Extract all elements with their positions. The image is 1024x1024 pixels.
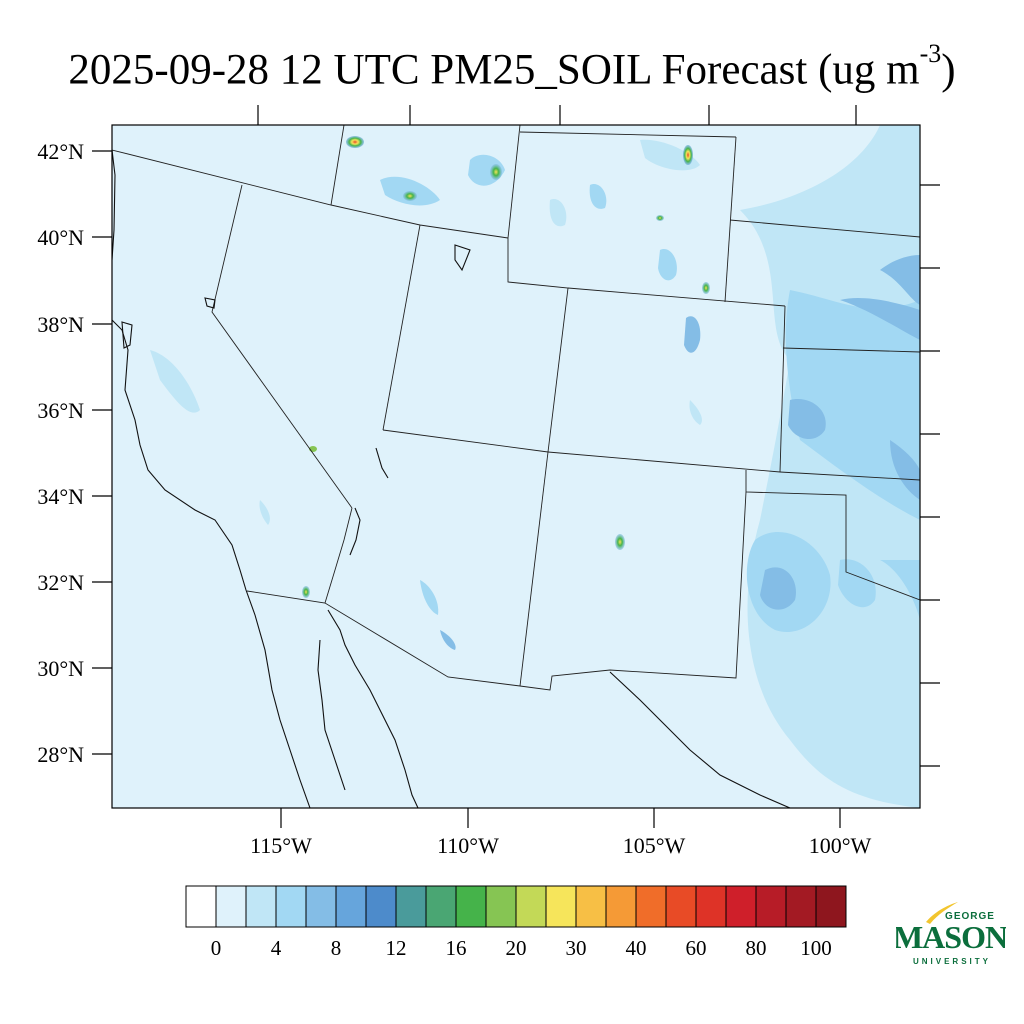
- lon-label: 110°W: [437, 833, 499, 858]
- top-ticks: [257, 105, 857, 125]
- colorbar-label: 60: [686, 936, 707, 960]
- colorbar-swatch: [275, 885, 307, 928]
- colorbar-swatch: [605, 885, 637, 928]
- colorbar-swatch: [815, 885, 847, 928]
- colorbar-swatch: [665, 885, 697, 928]
- colorbar-swatch: [455, 885, 487, 928]
- lon-label: 105°W: [623, 833, 686, 858]
- title-variable: PM25_SOIL: [430, 46, 651, 94]
- lat-label: 30°N: [37, 656, 84, 681]
- lat-label: 36°N: [37, 398, 84, 423]
- colorbar-swatch: [695, 885, 727, 928]
- colorbar-label: 16: [446, 936, 467, 960]
- colorbar: [185, 885, 847, 928]
- lat-label: 42°N: [37, 139, 84, 164]
- colorbar-swatch: [305, 885, 337, 928]
- map-frame: [111, 124, 921, 809]
- title-hour: 12 UTC: [279, 46, 420, 94]
- logo-line1: GEORGE: [945, 911, 995, 922]
- george-mason-logo: GEORGE MASON UNIVERSITY: [896, 902, 1006, 966]
- colorbar-swatch: [785, 885, 817, 928]
- colorbar-swatch: [215, 885, 247, 928]
- map-title: 2025-09-28 12 UTC PM25_SOIL Forecast (ug…: [0, 30, 1024, 100]
- colorbar-swatch: [755, 885, 787, 928]
- lon-label: 115°W: [250, 833, 312, 858]
- colorbar-label: 4: [271, 936, 282, 960]
- colorbar-swatch: [635, 885, 667, 928]
- coastlines: [112, 149, 791, 808]
- logo-line2: MASON: [896, 919, 1006, 955]
- colorbar-swatch: [725, 885, 757, 928]
- latitude-labels: 42°N 40°N 38°N 36°N 34°N 32°N 30°N 28°N: [37, 139, 84, 767]
- lat-label: 40°N: [37, 225, 84, 250]
- colorbar-swatch: [395, 885, 427, 928]
- bottom-ticks: [280, 808, 841, 828]
- lat-label: 38°N: [37, 312, 84, 337]
- colorbar-labels: 0 4 8 12 16 20 30 40 60 80 100: [211, 936, 832, 960]
- colorbar-swatch: [335, 885, 367, 928]
- colorbar-label: 30: [566, 936, 587, 960]
- colorbar-swatch: [245, 885, 277, 928]
- longitude-labels: 115°W 110°W 105°W 100°W: [250, 833, 871, 858]
- title-word: Forecast: [661, 46, 808, 94]
- concentration-shading: [150, 125, 920, 808]
- title-units-prefix: (ug m: [818, 46, 920, 94]
- colorbar-label: 20: [506, 936, 527, 960]
- colorbar-swatch: [515, 885, 547, 928]
- colorbar-label: 0: [211, 936, 222, 960]
- state-boundaries: [112, 125, 920, 691]
- colorbar-label: 100: [800, 936, 832, 960]
- title-units-suffix: ): [941, 46, 956, 94]
- logo-line3: UNIVERSITY: [913, 957, 991, 966]
- colorbar-label: 12: [386, 936, 407, 960]
- colorbar-label: 80: [746, 936, 767, 960]
- colorbar-swatch: [185, 885, 217, 928]
- colorbar-swatch: [425, 885, 457, 928]
- logo-flame-icon: [926, 902, 958, 924]
- lon-label: 100°W: [809, 833, 872, 858]
- colorbar-swatch: [575, 885, 607, 928]
- lat-label: 28°N: [37, 742, 84, 767]
- title-date: 2025-09-28: [68, 46, 270, 94]
- left-ticks: [92, 150, 112, 755]
- title-units-exp: -3: [919, 39, 942, 68]
- colorbar-swatch: [545, 885, 577, 928]
- lat-label: 34°N: [37, 484, 84, 509]
- colorbar-label: 40: [626, 936, 647, 960]
- lat-label: 32°N: [37, 570, 84, 595]
- colorbar-swatch: [365, 885, 397, 928]
- colorbar-label: 8: [331, 936, 342, 960]
- colorbar-swatch: [485, 885, 517, 928]
- right-ticks: [920, 184, 940, 767]
